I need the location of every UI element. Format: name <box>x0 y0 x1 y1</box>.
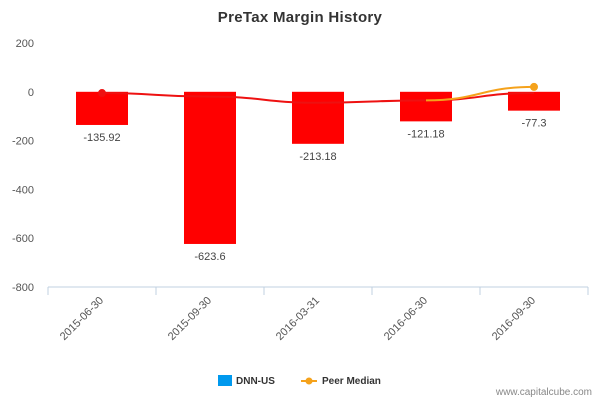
x-tick-label: 2015-06-30 <box>58 295 106 343</box>
legend-label-dnn[interactable]: DNN-US <box>236 376 275 387</box>
line-series <box>98 82 538 104</box>
peer-median-point[interactable] <box>530 82 538 91</box>
y-tick-label: 200 <box>16 38 34 50</box>
bar[interactable] <box>400 91 452 122</box>
trend-point[interactable] <box>98 89 106 98</box>
trend-line <box>101 92 535 104</box>
y-tick-label: 0 <box>28 87 34 99</box>
legend-label-peer[interactable]: Peer Median <box>322 376 381 387</box>
bar[interactable] <box>76 91 128 125</box>
x-tick-label: 2016-06-30 <box>382 295 430 343</box>
data-label: -135.92 <box>83 132 120 144</box>
x-tick-label: 2015-09-30 <box>166 295 214 343</box>
peer-median-line <box>425 85 535 102</box>
data-label: -121.18 <box>407 128 444 140</box>
x-axis: 2015-06-30 2015-09-30 2016-03-31 2016-06-30… <box>47 286 589 343</box>
y-tick-label: -200 <box>12 136 34 148</box>
data-label: -623.6 <box>194 251 225 263</box>
bar-series <box>76 91 560 244</box>
chart-title: PreTax Margin History <box>218 9 383 26</box>
data-label: -213.18 <box>299 151 336 163</box>
bar[interactable] <box>508 91 560 111</box>
bar[interactable] <box>292 91 344 144</box>
watermark: www.capitalcube.com <box>495 387 592 398</box>
legend-swatch-dnn <box>218 375 232 386</box>
legend-marker-peer <box>305 377 313 385</box>
data-label: -77.3 <box>521 118 546 130</box>
y-axis: -800 -600 -400 -200 0 200 <box>12 38 34 294</box>
x-tick-label: 2016-09-30 <box>490 295 538 343</box>
y-tick-label: -600 <box>12 233 34 245</box>
y-tick-label: -800 <box>12 282 34 294</box>
legend[interactable]: DNN-US Peer Median <box>218 375 381 387</box>
x-tick-label: 2016-03-31 <box>274 295 322 343</box>
y-tick-label: -400 <box>12 184 34 196</box>
bar[interactable] <box>184 91 236 244</box>
data-labels: -135.92 -623.6 -213.18 -121.18 -77.3 <box>83 118 546 263</box>
